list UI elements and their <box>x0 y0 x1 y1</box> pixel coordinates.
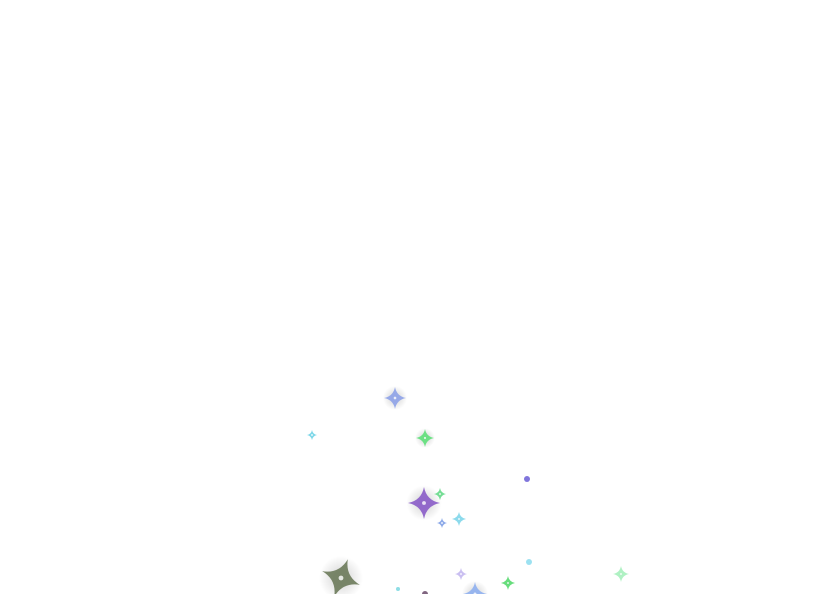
sparkle-particle <box>524 476 530 482</box>
sparkle-particle <box>613 566 629 582</box>
sparkle-particle <box>461 580 489 594</box>
sparkle-core <box>422 501 426 505</box>
sparkle-particle <box>415 428 435 448</box>
sparkle-particle <box>501 576 515 590</box>
sparkle-dot <box>526 559 532 565</box>
sparkle-particle <box>434 488 446 500</box>
sparkle-core <box>338 575 344 581</box>
sparkle-particle <box>437 518 447 528</box>
sparkle-core <box>439 493 441 495</box>
sparkle-core <box>458 518 460 520</box>
sparkle-particle <box>422 591 428 594</box>
sparkle-particle <box>382 385 408 411</box>
sparkle-particle <box>406 485 442 521</box>
sparkle-star <box>463 582 487 594</box>
sparkle-particle <box>319 556 363 594</box>
sparkle-core <box>620 573 622 575</box>
sparkle-particle <box>526 559 532 565</box>
sparkle-particle <box>307 430 317 440</box>
sparkle-particle <box>455 568 467 580</box>
sparkle-core <box>507 582 509 584</box>
sparkle-particle <box>452 512 466 526</box>
sparkle-particle <box>396 587 400 591</box>
sparkle-core <box>460 573 462 575</box>
sparkle-core <box>423 436 427 440</box>
sparkle-core <box>393 396 397 400</box>
sparkle-core <box>441 522 443 524</box>
sparkle-core <box>311 434 313 436</box>
sparkle-dot <box>524 476 530 482</box>
sparkle-dot <box>422 591 428 594</box>
sparkle-dot <box>396 587 400 591</box>
